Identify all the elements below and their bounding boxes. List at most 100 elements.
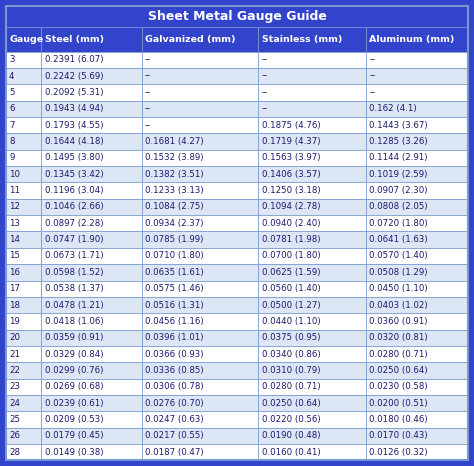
Text: 0.0403 (1.02): 0.0403 (1.02) <box>369 301 428 309</box>
Bar <box>258 182 366 199</box>
Text: 0.0247 (0.63): 0.0247 (0.63) <box>145 415 203 424</box>
Text: 17: 17 <box>9 284 20 293</box>
Bar <box>6 27 41 52</box>
Text: 0.0396 (1.01): 0.0396 (1.01) <box>145 333 203 342</box>
Bar <box>258 84 366 101</box>
Text: 0.0366 (0.93): 0.0366 (0.93) <box>145 350 203 359</box>
Text: 0.0340 (0.86): 0.0340 (0.86) <box>262 350 320 359</box>
Text: 19: 19 <box>9 317 20 326</box>
Text: 0.0747 (1.90): 0.0747 (1.90) <box>45 235 103 244</box>
Text: 0.0418 (1.06): 0.0418 (1.06) <box>45 317 103 326</box>
Text: 0.1094 (2.78): 0.1094 (2.78) <box>262 202 320 212</box>
Bar <box>366 379 468 395</box>
Text: 0.0940 (2.40): 0.0940 (2.40) <box>262 219 320 228</box>
Text: 0.0897 (2.28): 0.0897 (2.28) <box>45 219 103 228</box>
Text: 0.0250 (0.64): 0.0250 (0.64) <box>262 399 320 408</box>
Bar <box>6 182 41 199</box>
Bar <box>41 27 142 52</box>
Text: 0.1345 (3.42): 0.1345 (3.42) <box>45 170 103 178</box>
Bar <box>366 232 468 248</box>
Bar <box>6 52 41 68</box>
Bar <box>41 362 142 379</box>
Bar <box>258 264 366 281</box>
Bar <box>366 411 468 428</box>
Text: 0.0508 (1.29): 0.0508 (1.29) <box>369 268 428 277</box>
Text: 26: 26 <box>9 432 20 440</box>
Text: 0.1644 (4.18): 0.1644 (4.18) <box>45 137 103 146</box>
Bar <box>6 428 41 444</box>
Bar <box>6 215 41 232</box>
Bar <box>366 199 468 215</box>
Text: 0.0280 (0.71): 0.0280 (0.71) <box>369 350 428 359</box>
Bar <box>258 166 366 182</box>
Text: 20: 20 <box>9 333 20 342</box>
Bar <box>41 150 142 166</box>
Bar <box>6 68 41 84</box>
Text: 0.0209 (0.53): 0.0209 (0.53) <box>45 415 103 424</box>
Bar <box>142 329 258 346</box>
Bar <box>142 313 258 329</box>
Bar <box>366 362 468 379</box>
Bar <box>142 117 258 133</box>
Text: 0.1681 (4.27): 0.1681 (4.27) <box>145 137 203 146</box>
Text: 0.0700 (1.80): 0.0700 (1.80) <box>262 252 320 260</box>
Text: 0.2391 (6.07): 0.2391 (6.07) <box>45 55 103 64</box>
Bar <box>6 101 41 117</box>
Text: 0.2092 (5.31): 0.2092 (5.31) <box>45 88 103 97</box>
Bar <box>41 232 142 248</box>
Bar <box>41 199 142 215</box>
Text: 13: 13 <box>9 219 20 228</box>
Bar <box>366 395 468 411</box>
Bar <box>142 346 258 362</box>
Text: 0.1285 (3.26): 0.1285 (3.26) <box>369 137 428 146</box>
Text: 0.162 (4.1): 0.162 (4.1) <box>369 104 417 113</box>
Text: 0.0149 (0.38): 0.0149 (0.38) <box>45 448 103 457</box>
Text: 0.1532 (3.89): 0.1532 (3.89) <box>145 153 203 162</box>
Text: --: -- <box>145 88 151 97</box>
Text: --: -- <box>262 88 268 97</box>
Text: 0.0187 (0.47): 0.0187 (0.47) <box>145 448 203 457</box>
Bar <box>142 248 258 264</box>
Text: 0.0276 (0.70): 0.0276 (0.70) <box>145 399 203 408</box>
Bar <box>6 281 41 297</box>
Bar <box>6 379 41 395</box>
Bar <box>142 133 258 150</box>
Text: 0.1443 (3.67): 0.1443 (3.67) <box>369 121 428 130</box>
Bar <box>6 166 41 182</box>
Bar <box>366 329 468 346</box>
Bar <box>366 313 468 329</box>
Text: 4: 4 <box>9 72 15 81</box>
Bar <box>142 444 258 460</box>
Text: 7: 7 <box>9 121 15 130</box>
Bar <box>41 182 142 199</box>
Text: 0.0538 (1.37): 0.0538 (1.37) <box>45 284 103 293</box>
Bar <box>41 411 142 428</box>
Text: 0.1382 (3.51): 0.1382 (3.51) <box>145 170 203 178</box>
Text: 14: 14 <box>9 235 20 244</box>
Bar <box>366 182 468 199</box>
Bar <box>142 232 258 248</box>
Text: 0.1495 (3.80): 0.1495 (3.80) <box>45 153 103 162</box>
Bar <box>142 150 258 166</box>
Text: 0.0280 (0.71): 0.0280 (0.71) <box>262 382 320 391</box>
Text: 0.0450 (1.10): 0.0450 (1.10) <box>369 284 428 293</box>
Bar <box>366 117 468 133</box>
Bar <box>258 313 366 329</box>
Bar <box>142 379 258 395</box>
Text: 0.1943 (4.94): 0.1943 (4.94) <box>45 104 103 113</box>
Bar <box>6 6 468 27</box>
Text: 0.0180 (0.46): 0.0180 (0.46) <box>369 415 428 424</box>
Text: Steel (mm): Steel (mm) <box>45 35 104 44</box>
Text: 0.0230 (0.58): 0.0230 (0.58) <box>369 382 428 391</box>
Bar <box>258 329 366 346</box>
Text: 0.0808 (2.05): 0.0808 (2.05) <box>369 202 428 212</box>
Text: 0.1875 (4.76): 0.1875 (4.76) <box>262 121 320 130</box>
Bar <box>41 215 142 232</box>
Bar <box>41 297 142 313</box>
Text: Galvanized (mm): Galvanized (mm) <box>145 35 236 44</box>
Bar <box>366 133 468 150</box>
Bar <box>6 313 41 329</box>
Text: 0.0126 (0.32): 0.0126 (0.32) <box>369 448 428 457</box>
Text: 0.0190 (0.48): 0.0190 (0.48) <box>262 432 320 440</box>
Bar <box>366 264 468 281</box>
